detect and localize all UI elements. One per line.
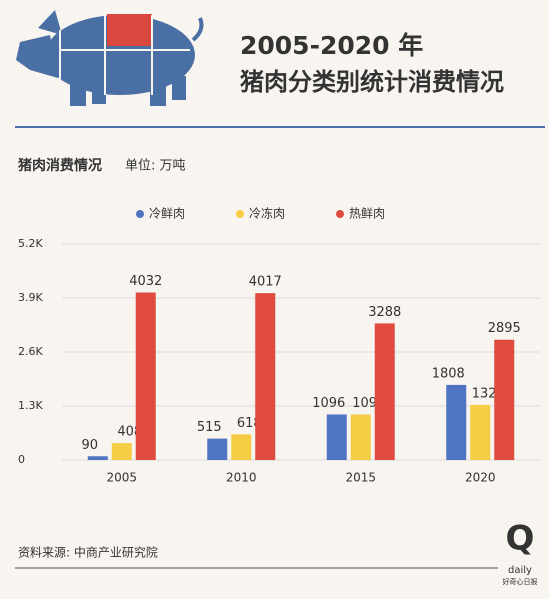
- legend-label: 冷冻肉: [249, 206, 285, 221]
- value-label: 1096: [312, 396, 345, 411]
- value-label: 1808: [432, 366, 465, 381]
- y-tick-label: 5.2K: [18, 237, 43, 250]
- logo-name: daily: [508, 565, 532, 576]
- bar: [326, 414, 347, 460]
- y-tick-label: 1.3K: [18, 399, 43, 412]
- x-tick-label: 2005: [106, 471, 137, 485]
- value-label: 4017: [249, 275, 282, 290]
- bar: [207, 438, 228, 460]
- legend-swatch: [236, 210, 244, 218]
- source: 资料来源: 中商产业研究院: [18, 545, 158, 560]
- y-tick-label: 3.9K: [18, 291, 43, 304]
- legend-swatch: [336, 210, 344, 218]
- bar: [135, 292, 156, 460]
- value-label: 4032: [129, 274, 162, 289]
- legend-swatch: [136, 210, 144, 218]
- y-tick-label: 0: [18, 453, 25, 466]
- title: 2005-2020 年: [240, 31, 423, 60]
- section-label: 猪肉消费情况: [17, 157, 102, 174]
- bar: [470, 404, 491, 460]
- legend-label: 热鲜肉: [349, 207, 385, 221]
- bar: [255, 293, 276, 460]
- logo-tagline: 好奇心日报: [503, 577, 538, 586]
- value-label: 90: [81, 438, 98, 453]
- pig-illustration: [16, 10, 204, 106]
- subtitle: 猪肉分类别统计消费情况: [240, 68, 504, 96]
- unit-label: 单位: 万吨: [125, 159, 186, 174]
- value-label: 2895: [488, 321, 521, 336]
- x-tick-label: 2015: [345, 471, 376, 485]
- bar: [446, 384, 467, 460]
- value-label: 515: [197, 420, 222, 435]
- logo-mark: Q: [506, 519, 535, 559]
- x-tick-label: 2010: [226, 471, 257, 485]
- x-tick-label: 2020: [465, 471, 496, 485]
- y-tick-label: 2.6K: [18, 345, 43, 358]
- bar: [350, 414, 371, 460]
- bar: [87, 456, 108, 460]
- value-label: 3288: [368, 305, 401, 320]
- bar: [231, 434, 252, 460]
- bar: [374, 323, 395, 460]
- bar: [111, 443, 132, 460]
- bar: [494, 339, 515, 460]
- legend-label: 冷鲜肉: [149, 207, 185, 221]
